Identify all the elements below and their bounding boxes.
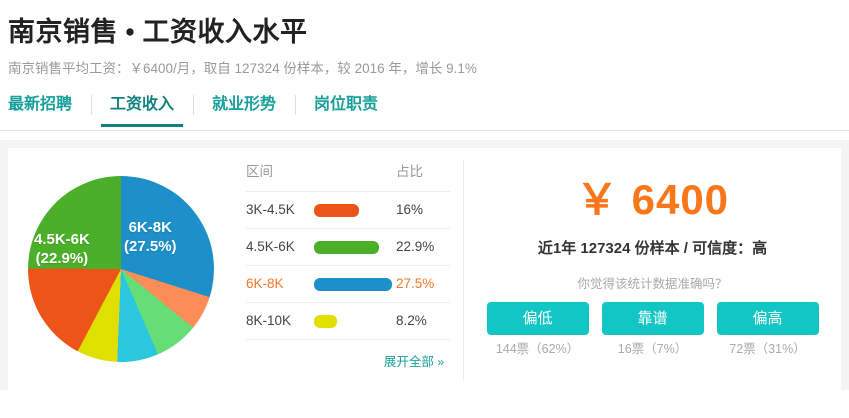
vote-button-0[interactable]: 偏低: [486, 302, 589, 335]
vote-count-2: 72票（31%）: [729, 342, 806, 356]
table-row[interactable]: 4.5K-6K 22.9%: [246, 228, 450, 266]
column-header-range: 区间: [246, 160, 314, 192]
tab-bar: 最新招聘 工资收入 就业形势 岗位职责: [0, 94, 849, 131]
column-header-percent: 占比: [396, 160, 450, 192]
vote-count-0: 144票（62%）: [495, 342, 580, 356]
page-subtitle: 南京销售平均工资：￥6400/月，取自 127324 份样本，较 2016 年，…: [8, 61, 477, 76]
proportion-bar: [314, 277, 392, 291]
pie-slice-label-45k-6k: 4.5K-6K (22.9%): [34, 231, 90, 267]
vote-button-group: 偏低 144票（62%） 靠谱 16票（7%） 偏高 72票（31%）: [464, 302, 841, 358]
pie-slice-label-6k-8k: 6K-8K (27.5%): [124, 219, 177, 255]
cell-bar: [314, 265, 396, 303]
proportion-bar: [314, 203, 359, 217]
tab-1[interactable]: 工资收入: [91, 94, 193, 127]
content-area: 6K-8K (27.5%) 4.5K-6K (22.9%) 区间 占比 3K-4.5…: [0, 140, 849, 390]
average-salary-panel: ￥ 6400 近1年 127324 份样本 / 可信度：高 你觉得该统计数据准确…: [464, 148, 841, 390]
cell-range: 4.5K-6K: [246, 228, 314, 266]
salary-distribution-pie-chart[interactable]: 6K-8K (27.5%) 4.5K-6K (22.9%): [28, 176, 214, 362]
cell-percent: 16%: [396, 191, 450, 229]
distribution-table: 区间 占比 3K-4.5K 16% 4.5K-6K 22.9% 6K-8K 27.5% 8K…: [246, 160, 450, 340]
vote-option-0: 偏低 144票（62%）: [486, 302, 589, 358]
proportion-bar: [314, 314, 337, 328]
expand-all-link[interactable]: 展开全部 »: [384, 355, 444, 369]
cell-percent: 8.2%: [396, 302, 450, 340]
vote-option-2: 偏高 72票（31%）: [716, 302, 819, 358]
table-header-row: 区间 占比: [246, 160, 450, 192]
cell-bar: [314, 191, 396, 229]
page-header: 南京销售 • 工资收入水平 南京销售平均工资：￥6400/月，取自 127324…: [0, 0, 849, 79]
distribution-table-column: 区间 占比 3K-4.5K 16% 4.5K-6K 22.9% 6K-8K 27.5% 8K…: [234, 148, 464, 390]
cell-range: 3K-4.5K: [246, 191, 314, 229]
accuracy-question: 你觉得该统计数据准确吗？: [577, 277, 728, 291]
column-header-bar: [314, 160, 396, 192]
cell-percent: 27.5%: [396, 265, 450, 303]
sample-size-line: 近1年 127324 份样本 / 可信度：高: [537, 240, 768, 257]
tab-2[interactable]: 就业形势: [193, 94, 295, 127]
chevron-right-icon: »: [437, 355, 444, 369]
tab-0[interactable]: 最新招聘: [8, 96, 73, 113]
salary-card: 6K-8K (27.5%) 4.5K-6K (22.9%) 区间 占比 3K-4.5…: [8, 148, 841, 390]
table-row[interactable]: 8K-10K 8.2%: [246, 302, 450, 340]
cell-range: 6K-8K: [246, 265, 314, 303]
cell-percent: 22.9%: [396, 228, 450, 266]
proportion-bar: [314, 240, 379, 254]
vote-option-1: 靠谱 16票（7%）: [601, 302, 704, 358]
vote-button-1[interactable]: 靠谱: [601, 302, 704, 335]
cell-bar: [314, 228, 396, 266]
table-row[interactable]: 6K-8K 27.5%: [246, 265, 450, 303]
vote-count-1: 16票（7%）: [617, 342, 688, 356]
cell-range: 8K-10K: [246, 302, 314, 340]
expand-all-wrapper: 展开全部 »: [246, 351, 450, 371]
average-salary-amount: ￥ 6400: [575, 176, 730, 223]
expand-all-label: 展开全部: [383, 355, 434, 369]
tab-3[interactable]: 岗位职责: [295, 94, 397, 127]
page-title: 南京销售 • 工资收入水平: [8, 17, 308, 47]
pie-chart-column: 6K-8K (27.5%) 4.5K-6K (22.9%): [8, 148, 234, 390]
table-row[interactable]: 3K-4.5K 16%: [246, 191, 450, 229]
vote-button-2[interactable]: 偏高: [716, 302, 819, 335]
cell-bar: [314, 302, 396, 340]
